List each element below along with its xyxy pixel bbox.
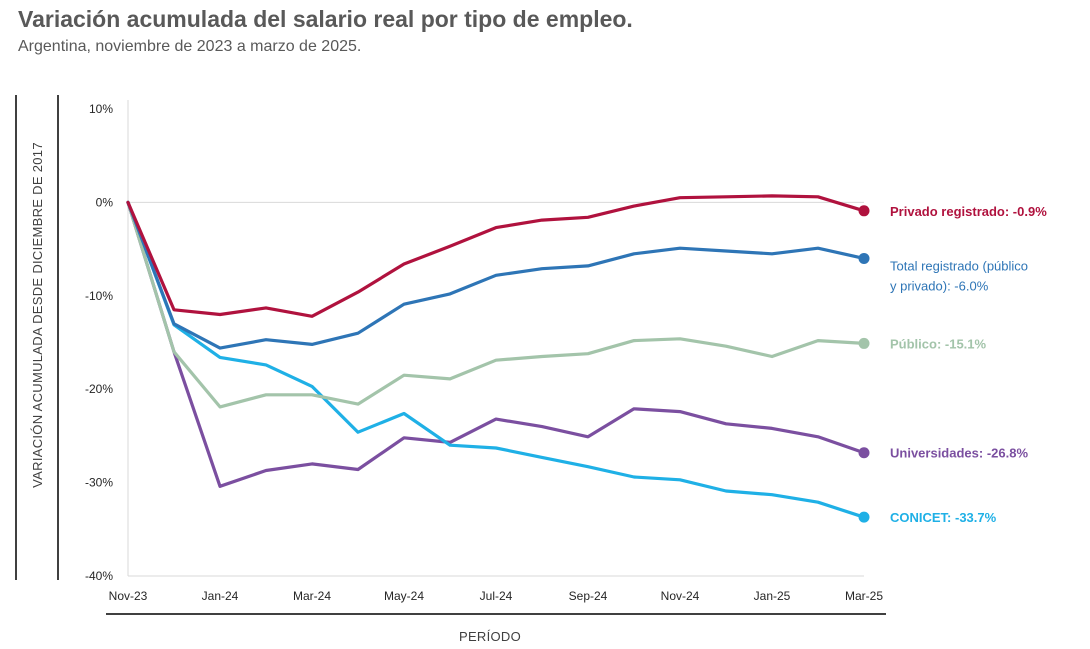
series-line-publico [126,200,866,409]
x-tick-label: Nov-24 [661,589,700,603]
x-tick-label: Jan-24 [202,589,239,603]
x-tick-label: Mar-25 [845,589,883,603]
series-endpoint-conicet [858,511,870,523]
series-line-universidades [126,200,866,488]
end-label-total-registrado-publico-y-privado: Total registrado (público y privado): -6.… [890,258,1028,293]
x-tick-label: Jan-25 [754,589,791,603]
y-tick-label: 10% [89,102,113,116]
end-label-privado-registrado: Privado registrado: -0.9% [890,204,1047,219]
end-label-universidades: Universidades: -26.8% [890,446,1028,461]
series-line-privado-registrado [126,194,866,318]
series-endpoint-universidades [858,447,870,459]
series-line-total-registrado-publico-y-privado [126,200,866,350]
y-tick-label: -40% [85,569,113,583]
series-endpoint-publico [858,337,870,349]
y-tick-label: -20% [85,382,113,396]
y-axis-title: VARIACIÓN ACUMULADA DESDE DICIEMBRE DE 2… [30,142,45,488]
series-endpoint-total-registrado-publico-y-privado [858,252,870,264]
y-tick-label: -30% [85,476,113,490]
chart-title: Variación acumulada del salario real por… [18,6,633,32]
x-tick-label: May-24 [384,589,424,603]
x-axis-title: PERÍODO [459,629,521,644]
x-tick-label: Jul-24 [480,589,513,603]
x-tick-label: Mar-24 [293,589,331,603]
series-endpoint-privado-registrado [858,205,870,217]
series-line-conicet [126,200,866,519]
end-label-conicet: CONICET: -33.7% [890,510,997,525]
x-tick-label: Sep-24 [569,589,608,603]
y-tick-label: -10% [85,289,113,303]
y-tick-label: 0% [96,195,114,209]
x-tick-label: Nov-23 [109,589,148,603]
chart-subtitle: Argentina, noviembre de 2023 a marzo de … [18,38,362,55]
end-label-publico: Público: -15.1% [890,336,987,351]
